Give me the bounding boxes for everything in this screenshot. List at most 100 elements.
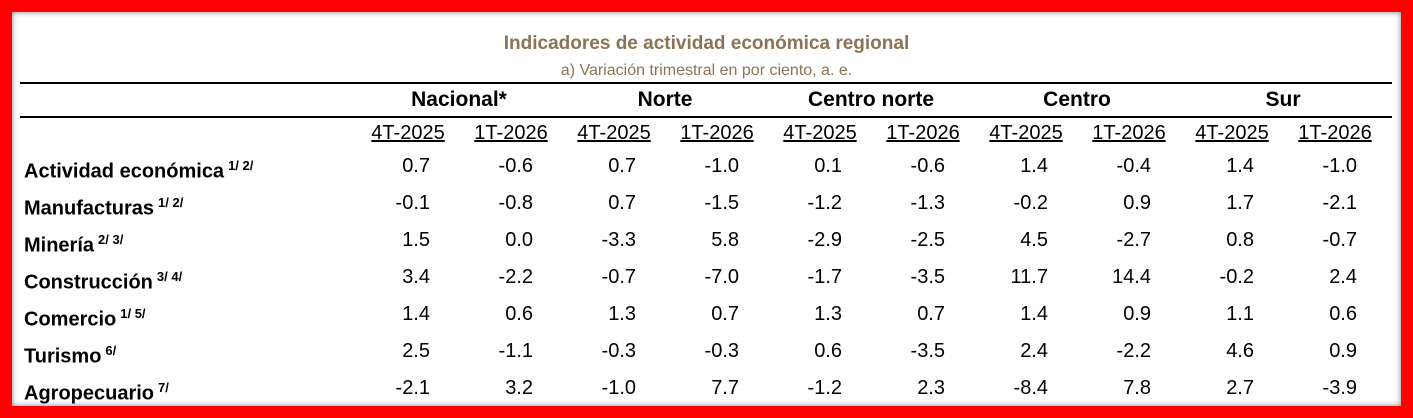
- cell-value: 11.7: [1010, 266, 1048, 288]
- cell-value: -3.5: [910, 340, 945, 362]
- period-header: 4T-2025: [1195, 122, 1269, 144]
- cell-value: -2.1: [395, 377, 430, 399]
- cell-value: -3.9: [1322, 377, 1357, 399]
- cell-value: 3.2: [505, 377, 533, 399]
- cell-value: 1.3: [814, 303, 842, 325]
- cell-value: 0.8: [1226, 229, 1254, 251]
- cell-value: -2.9: [807, 229, 842, 251]
- cell-value: 7.8: [1123, 377, 1151, 399]
- cell-value: -1.0: [704, 155, 739, 177]
- cell-value: 1.5: [402, 229, 430, 251]
- cell-value: -1.2: [807, 377, 842, 399]
- cell-value: 0.9: [1123, 303, 1151, 325]
- cell-value: -0.2: [1219, 266, 1254, 288]
- cell-value: 0.7: [917, 303, 945, 325]
- row-label: Actividad económica 1/ 2/: [24, 158, 254, 183]
- cell-value: 4.6: [1226, 340, 1254, 362]
- cell-value: 2.4: [1020, 340, 1048, 362]
- region-header: Centro: [1043, 88, 1111, 111]
- cell-value: 0.1: [814, 155, 842, 177]
- cell-value: -3.3: [601, 229, 636, 251]
- cell-value: 1.4: [402, 303, 430, 325]
- cell-value: -0.4: [1116, 155, 1151, 177]
- cell-value: 1.7: [1226, 192, 1254, 214]
- rule: [20, 116, 1392, 118]
- row-label: Turismo 6/: [24, 343, 117, 368]
- cell-value: -2.7: [1116, 229, 1151, 251]
- cell-value: -2.2: [498, 266, 533, 288]
- cell-value: 0.7: [608, 155, 636, 177]
- period-header: 4T-2025: [371, 122, 445, 144]
- cell-value: -1.2: [807, 192, 842, 214]
- cell-value: -2.2: [1116, 340, 1151, 362]
- cell-value: 1.4: [1226, 155, 1254, 177]
- cell-value: 0.7: [402, 155, 430, 177]
- row-notes: 3/ 4/: [156, 269, 183, 284]
- cell-value: 1.4: [1020, 155, 1048, 177]
- cell-value: -0.3: [601, 340, 636, 362]
- cell-value: 4.5: [1020, 229, 1048, 251]
- cell-value: 2.5: [402, 340, 430, 362]
- cell-value: -0.6: [498, 155, 533, 177]
- cell-value: 0.6: [505, 303, 533, 325]
- cell-value: 0.6: [814, 340, 842, 362]
- cell-value: 0.9: [1123, 192, 1151, 214]
- cell-value: -0.7: [1322, 229, 1357, 251]
- caption: Cuadro 1: [667, 0, 746, 16]
- cell-value: -0.8: [498, 192, 533, 214]
- row-label: Agropecuario 7/: [24, 380, 169, 405]
- cell-value: -1.0: [601, 377, 636, 399]
- rule: [20, 82, 1392, 84]
- period-header: 4T-2025: [577, 122, 651, 144]
- cell-value: -1.1: [498, 340, 533, 362]
- row-notes: 1/ 2/: [158, 195, 184, 210]
- row-label: Comercio 1/ 5/: [24, 306, 146, 331]
- cell-value: -0.6: [910, 155, 945, 177]
- row-label: Manufacturas 1/ 2/: [24, 195, 184, 220]
- cell-value: 2.4: [1329, 266, 1357, 288]
- cell-value: 14.4: [1112, 266, 1151, 288]
- region-header: Sur: [1265, 88, 1301, 111]
- region-header: Norte: [637, 88, 693, 111]
- row-label: Minería 2/ 3/: [24, 232, 124, 257]
- period-header: 4T-2025: [783, 122, 857, 144]
- cell-value: 7.7: [711, 377, 739, 399]
- cell-value: 0.0: [505, 229, 533, 251]
- period-header: 4T-2025: [989, 122, 1063, 144]
- period-header: 1T-2026: [1298, 122, 1372, 144]
- period-header: 1T-2026: [680, 122, 754, 144]
- row-notes: 6/: [105, 343, 117, 358]
- cell-value: 5.8: [711, 229, 739, 251]
- cell-value: 1.4: [1020, 303, 1048, 325]
- cell-value: 1.1: [1226, 303, 1254, 325]
- row-label: Construcción 3/ 4/: [24, 269, 183, 294]
- cell-value: 0.7: [711, 303, 739, 325]
- period-header: 1T-2026: [474, 122, 548, 144]
- cell-value: -2.5: [910, 229, 945, 251]
- region-header: Nacional*: [411, 88, 507, 111]
- region-header: Centro norte: [808, 88, 934, 111]
- cell-value: -0.7: [601, 266, 636, 288]
- row-notes: 1/ 5/: [120, 306, 146, 321]
- period-header: 1T-2026: [886, 122, 960, 144]
- cell-value: -1.7: [807, 266, 842, 288]
- cell-value: -1.0: [1322, 155, 1357, 177]
- cell-value: -2.1: [1322, 192, 1357, 214]
- cell-value: -7.0: [704, 266, 739, 288]
- row-notes: 2/ 3/: [98, 232, 124, 247]
- cell-value: -0.1: [395, 192, 430, 214]
- cell-value: 0.6: [1329, 303, 1357, 325]
- cell-value: 0.9: [1329, 340, 1357, 362]
- cell-value: -0.3: [704, 340, 739, 362]
- cell-value: -1.3: [910, 192, 945, 214]
- cell-value: 1.3: [608, 303, 636, 325]
- period-header: 1T-2026: [1092, 122, 1166, 144]
- cell-value: 0.7: [608, 192, 636, 214]
- row-notes: 1/ 2/: [228, 158, 254, 173]
- cell-value: 3.4: [402, 266, 430, 288]
- cell-value: -8.4: [1013, 377, 1048, 399]
- subtitle: a) Variación trimestral en por ciento, a…: [560, 62, 853, 79]
- cell-value: -3.5: [910, 266, 945, 288]
- title: Indicadores de actividad económica regio…: [503, 33, 910, 54]
